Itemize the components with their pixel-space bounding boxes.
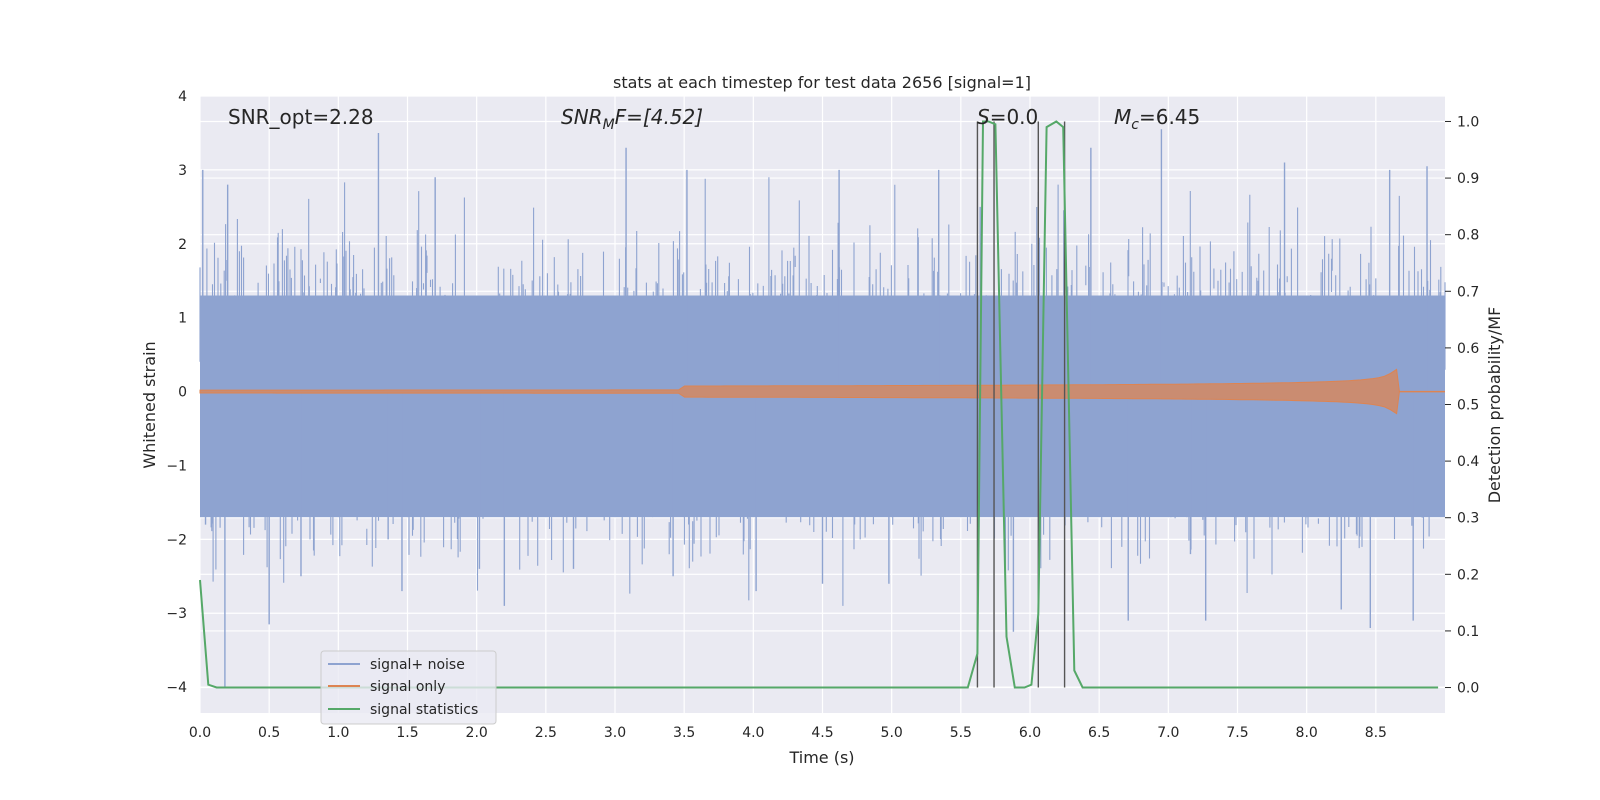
chart-title: stats at each timestep for test data 265… [613, 73, 1031, 92]
x-axis-ticks: 0.0 0.5 1.0 1.5 2.0 2.5 3.0 3.5 4.0 4.5 5.0 5.5 6.0 6… [189, 725, 1387, 741]
y2-tick-label: 0.7 [1457, 284, 1479, 300]
x-tick-label: 8.5 [1365, 725, 1387, 741]
legend-label-signal-noise: signal+ noise [370, 657, 465, 673]
y2-tick-label: 1.0 [1457, 114, 1479, 130]
x-axis-label: Time (s) [788, 748, 854, 767]
y-tick-label: −1 [166, 458, 187, 474]
snr-mf-rest: F=[4.52] [615, 105, 703, 129]
y-axis-ticks: 4 3 2 1 0 −1 −2 −3 −4 [166, 89, 187, 696]
x-tick-label: 4.5 [811, 725, 833, 741]
series-signal-noise [199, 129, 1446, 688]
x-tick-label: 5.0 [881, 725, 903, 741]
x-tick-label: 1.5 [396, 725, 418, 741]
y2-tick-label: 0.9 [1457, 171, 1479, 187]
y-tick-label: 0 [178, 385, 187, 401]
x-tick-label: 1.0 [327, 725, 349, 741]
x-tick-label: 2.5 [535, 725, 557, 741]
legend-box [320, 650, 497, 725]
annotation-mc: Mc=6.45 [1114, 105, 1200, 133]
x-tick-label: 3.5 [673, 725, 695, 741]
x-tick-label: 6.5 [1088, 725, 1110, 741]
legend: signal+ noise signal only signal statist… [320, 650, 497, 725]
y-tick-label: 3 [178, 163, 187, 179]
y-tick-label: −3 [166, 606, 187, 622]
snr-mf-main: SNR [561, 105, 603, 129]
x-tick-label: 0.0 [189, 725, 211, 741]
y-tick-label: 1 [178, 311, 187, 327]
x-tick-label: 2.0 [466, 725, 488, 741]
y-tick-label: 4 [178, 89, 187, 105]
x-tick-label: 0.5 [258, 725, 280, 741]
x-tick-label: 5.5 [950, 725, 972, 741]
annotation-snr-mf: SNRMF=[4.52] [561, 105, 703, 133]
y2-tick-label: 0.5 [1457, 398, 1479, 414]
annotation-snr-opt: SNR_opt=2.28 [228, 105, 374, 129]
s-rest: =0.0 [990, 105, 1039, 129]
y2-tick-label: 0.8 [1457, 228, 1479, 244]
y2-tick-label: 0.1 [1457, 624, 1479, 640]
annotation-s: S=0.0 [977, 105, 1038, 129]
legend-label-signal-statistics: signal statistics [370, 702, 478, 718]
mc-rest: =6.45 [1139, 105, 1200, 129]
y2-tick-label: 0.0 [1457, 681, 1479, 697]
x-tick-label: 8.0 [1296, 725, 1318, 741]
y2-tick-label: 0.6 [1457, 341, 1479, 357]
x-tick-label: 3.0 [604, 725, 626, 741]
snr-mf-subscript: M [603, 117, 615, 133]
x-tick-label: 6.0 [1019, 725, 1041, 741]
x-tick-label: 4.0 [742, 725, 764, 741]
y-tick-label: −4 [166, 680, 187, 696]
series-signal-only [199, 368, 1400, 415]
y2-tick-label: 0.4 [1457, 454, 1479, 470]
x-tick-label: 7.5 [1226, 725, 1248, 741]
y-tick-label: 2 [178, 237, 187, 253]
y2-axis-label: Detection probability/MF [1485, 307, 1504, 504]
y2-tick-label: 0.2 [1457, 567, 1479, 583]
legend-label-signal-only: signal only [370, 679, 445, 695]
y-axis-label: Whitened strain [140, 341, 159, 468]
y-tick-label: −2 [166, 532, 187, 548]
x-tick-label: 7.0 [1157, 725, 1179, 741]
mc-subscript: c [1131, 117, 1139, 133]
y2-tick-label: 0.3 [1457, 511, 1479, 527]
y2-axis-ticks: 1.0 0.9 0.8 0.7 0.6 0.5 0.4 0.3 0.2 0.1 0.0 [1445, 114, 1479, 697]
s-main: S [977, 105, 990, 129]
mc-main: M [1114, 105, 1131, 129]
